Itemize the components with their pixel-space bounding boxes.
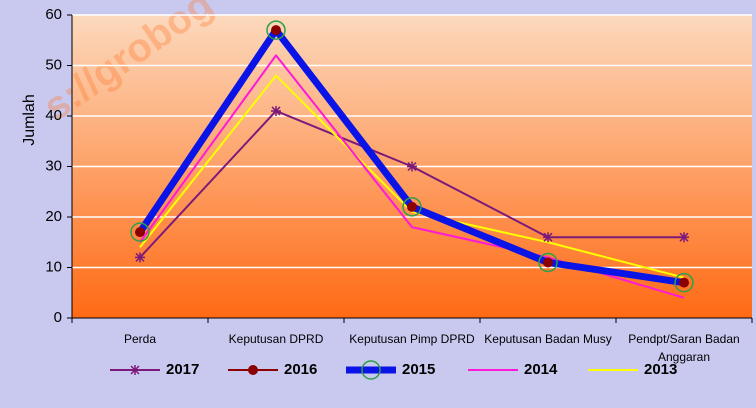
line-series: [139, 74, 685, 279]
y-tick-label: 40: [45, 107, 62, 124]
legend-label: 2013: [644, 361, 677, 378]
y-tick-label: 50: [45, 56, 62, 73]
x-tick-label: Perda: [123, 332, 157, 346]
y-axis-label: Jumlah: [21, 94, 38, 146]
y-tick-label: 10: [45, 258, 62, 275]
legend-label: 2017: [166, 361, 199, 378]
y-tick-label: 30: [45, 157, 62, 174]
marker: [543, 257, 553, 268]
marker: [402, 197, 422, 217]
marker: [266, 20, 286, 40]
marker: [135, 252, 145, 263]
x-tick-label: Keputusan Badan Musy: [484, 332, 612, 346]
legend-label: 2014: [524, 361, 558, 378]
marker: [248, 365, 258, 375]
marker: [361, 360, 381, 380]
x-tick-label: Keputusan Pimp DPRD: [349, 332, 475, 346]
x-tick-label: Pendpt/Saran Badan Anggaran: [628, 332, 740, 364]
marker: [674, 272, 694, 293]
y-tick-label: 20: [45, 208, 62, 225]
marker: [130, 222, 150, 242]
marker: [679, 277, 689, 288]
marker: [130, 365, 140, 375]
legend-label: 2016: [284, 361, 317, 378]
legend-label: 2015: [402, 361, 435, 378]
y-tick-label: 60: [45, 6, 62, 23]
marker: [271, 25, 281, 36]
y-tick-label: 0: [54, 309, 62, 326]
marker: [538, 252, 558, 273]
marker: [271, 105, 281, 116]
marker: [407, 201, 417, 212]
marker: [679, 232, 689, 243]
marker: [407, 161, 417, 172]
x-tick-label: Keputusan DPRD: [228, 332, 324, 346]
marker: [135, 227, 145, 238]
marker: [543, 232, 553, 243]
